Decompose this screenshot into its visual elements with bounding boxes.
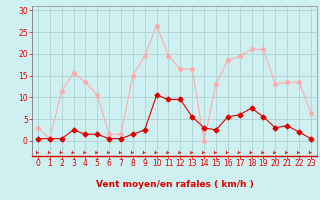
X-axis label: Vent moyen/en rafales ( km/h ): Vent moyen/en rafales ( km/h ) <box>96 180 253 189</box>
